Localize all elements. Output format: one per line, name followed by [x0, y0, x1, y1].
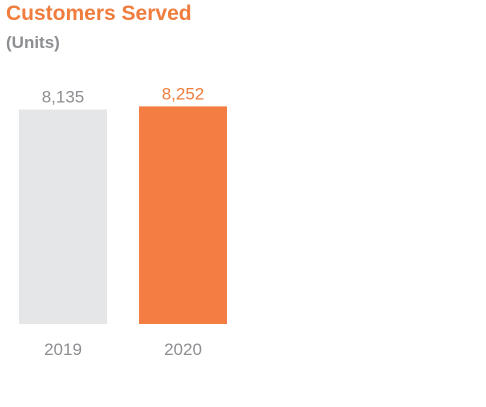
bar-2019 — [19, 109, 107, 325]
x-tick-label-2019: 2019 — [44, 340, 82, 359]
value-label-2019: 8,135 — [42, 87, 85, 106]
value-label-2020: 8,252 — [162, 84, 205, 103]
x-tick-label-2020: 2020 — [164, 340, 202, 359]
chart-title: Customers Served — [6, 2, 192, 25]
chart-subtitle: (Units) — [6, 33, 60, 52]
bar-2020 — [139, 106, 227, 324]
